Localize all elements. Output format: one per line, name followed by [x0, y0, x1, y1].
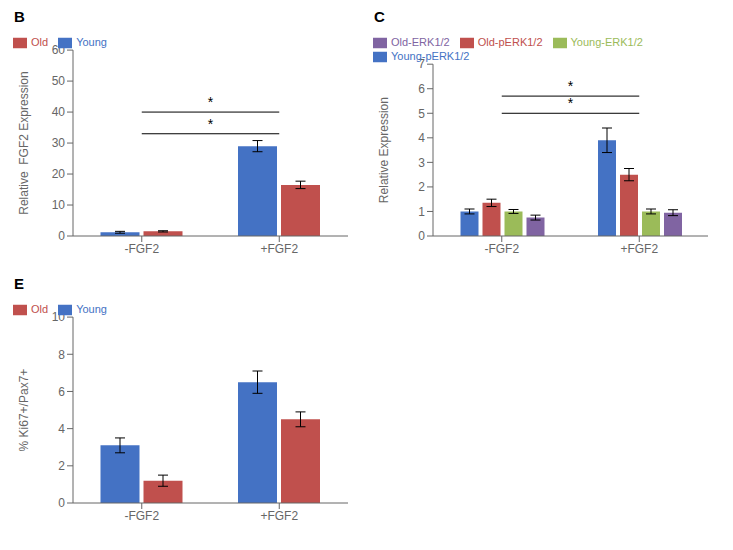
svg-text:30: 30 — [52, 136, 66, 150]
svg-text:2: 2 — [418, 180, 425, 194]
svg-text:0: 0 — [418, 229, 425, 243]
svg-text:Relative Expression: Relative Expression — [377, 97, 391, 203]
svg-text:-FGF2: -FGF2 — [124, 509, 159, 523]
svg-text:4: 4 — [58, 422, 65, 436]
svg-text:40: 40 — [52, 105, 66, 119]
svg-text:*: * — [208, 116, 214, 132]
svg-text:6: 6 — [418, 82, 425, 96]
svg-text:60: 60 — [52, 43, 66, 57]
svg-text:7: 7 — [418, 57, 425, 71]
svg-text:+FGF2: +FGF2 — [260, 242, 298, 256]
svg-text:-FGF2: -FGF2 — [124, 242, 159, 256]
svg-text:2: 2 — [58, 459, 65, 473]
svg-text:% Ki67+/Pax7+: % Ki67+/Pax7+ — [17, 369, 31, 452]
svg-text:10: 10 — [52, 310, 66, 324]
svg-text:0: 0 — [58, 496, 65, 510]
svg-text:20: 20 — [52, 167, 66, 181]
svg-text:*: * — [568, 78, 574, 94]
svg-text:Relative FGF2 Expression: Relative FGF2 Expression — [17, 71, 31, 214]
svg-text:+FGF2: +FGF2 — [260, 509, 298, 523]
svg-text:6: 6 — [58, 385, 65, 399]
svg-text:10: 10 — [52, 198, 66, 212]
svg-text:4: 4 — [418, 131, 425, 145]
svg-text:3: 3 — [418, 156, 425, 170]
svg-text:*: * — [568, 95, 574, 111]
svg-text:0: 0 — [58, 229, 65, 243]
svg-text:1: 1 — [418, 205, 425, 219]
svg-text:8: 8 — [58, 348, 65, 362]
svg-text:5: 5 — [418, 107, 425, 121]
svg-text:50: 50 — [52, 74, 66, 88]
svg-text:*: * — [208, 94, 214, 110]
svg-text:-FGF2: -FGF2 — [484, 242, 519, 256]
svg-text:+FGF2: +FGF2 — [620, 242, 658, 256]
